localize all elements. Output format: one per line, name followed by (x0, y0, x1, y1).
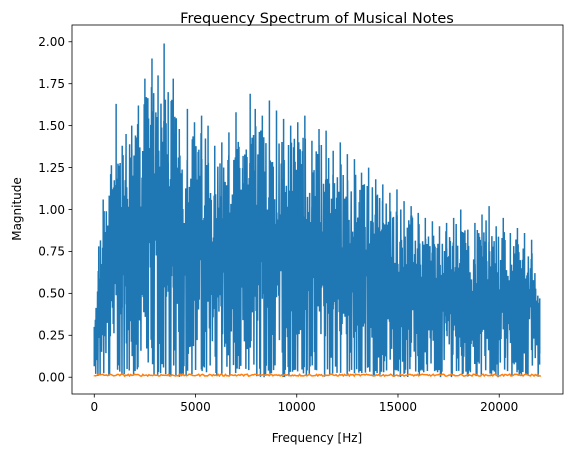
x-tick-label: 20000 (480, 400, 518, 414)
y-tick-label: 1.50 (38, 119, 65, 133)
y-tick-label: 0.25 (38, 329, 65, 343)
x-tick-label: 5000 (180, 400, 211, 414)
x-tick-label: 10000 (278, 400, 316, 414)
y-axis-label: Magnitude (10, 177, 24, 241)
y-tick-label: 1.25 (38, 161, 65, 175)
series-spectrum-line (93, 43, 541, 378)
y-axis: 0.00 0.25 0.50 0.75 1.00 1.25 1.50 1.75 2.00 (38, 35, 72, 385)
y-tick-label: 0.00 (38, 371, 65, 385)
x-axis-label: Frequency [Hz] (272, 431, 363, 445)
y-tick-label: 1.00 (38, 203, 65, 217)
x-tick-label: 15000 (379, 400, 417, 414)
x-tick-label: 0 (90, 400, 98, 414)
plot-area (93, 43, 542, 378)
y-tick-label: 2.00 (38, 35, 65, 49)
chart-title: Frequency Spectrum of Musical Notes (180, 11, 454, 27)
x-axis: 0 5000 10000 15000 20000 (90, 394, 518, 414)
y-tick-label: 1.75 (38, 77, 65, 91)
y-tick-label: 0.75 (38, 245, 65, 259)
series-baseline-line (93, 373, 542, 378)
y-tick-label: 0.50 (38, 287, 65, 301)
